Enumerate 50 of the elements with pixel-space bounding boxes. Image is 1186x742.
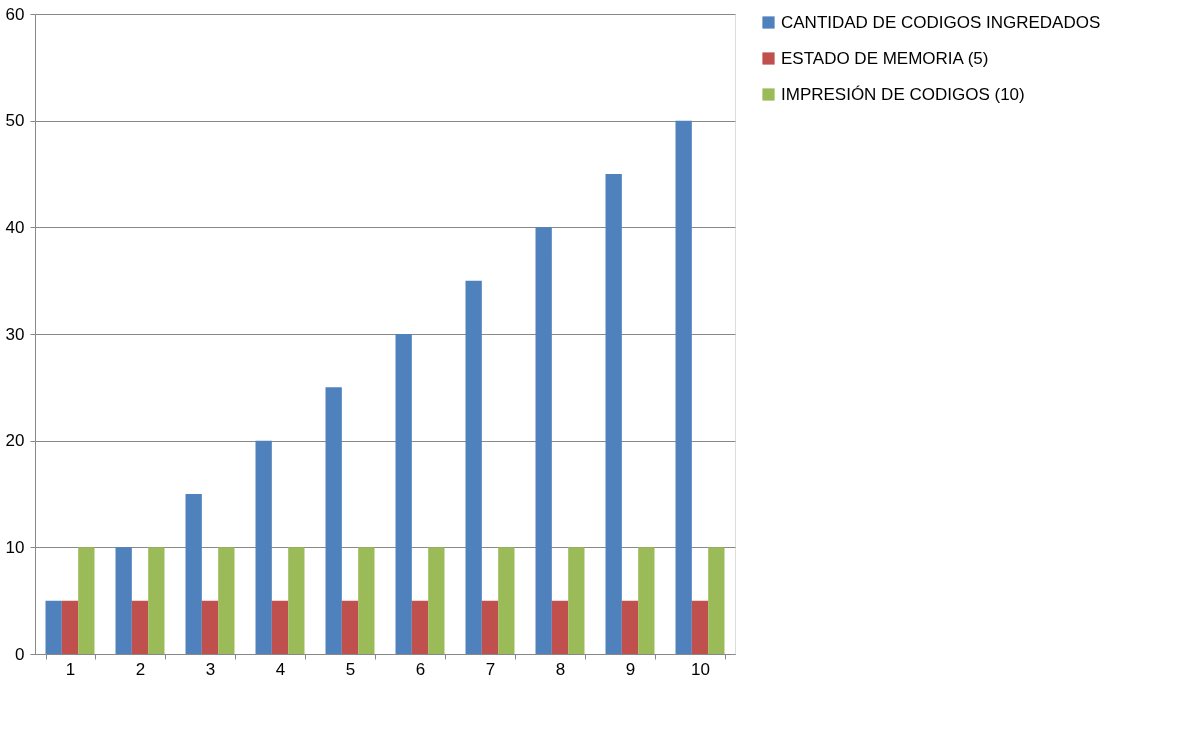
bar [185,494,202,654]
bar [535,227,552,654]
bar [271,600,289,654]
bar [551,600,569,654]
bar [358,547,375,654]
bar [428,547,445,654]
y-tick-label: 20 [5,431,25,451]
bar [395,334,412,654]
bar [481,600,499,654]
x-tick-label: 8 [555,659,566,679]
bar [255,440,272,654]
x-tick-label: 1 [65,659,76,679]
bar [218,547,235,654]
bar [638,547,655,654]
x-tick-label: 7 [485,659,496,679]
bar [288,547,305,654]
bar [325,387,342,654]
bar [605,174,622,654]
bar [568,547,585,654]
bar [78,547,95,654]
legend-label: CANTIDAD DE CODIGOS INGREDADOS [781,12,1101,32]
bar [621,600,639,654]
bar [675,120,692,654]
y-tick-label: 40 [5,217,25,237]
bar [115,547,132,654]
bar [708,547,725,654]
x-tick-label: 5 [345,659,356,679]
bar [61,600,79,654]
bar [465,280,482,654]
y-tick-label: 0 [15,644,25,664]
bar [131,600,149,654]
y-tick-label: 30 [5,324,25,344]
x-tick-label: 9 [625,659,636,679]
bar [498,547,515,654]
x-tick-label: 4 [275,659,286,679]
legend-label: ESTADO DE MEMORIA (5) [781,48,989,68]
legend-label: IMPRESIÓN DE CODIGOS (10) [781,84,1025,104]
bar [411,600,429,654]
bar [691,600,709,654]
y-tick-label: 60 [5,4,25,24]
bar [201,600,219,654]
y-tick-label: 10 [5,537,25,557]
bar [341,600,359,654]
bar [45,600,62,654]
y-tick-label: 50 [5,111,25,131]
x-tick-label: 6 [415,659,426,679]
x-tick-label: 2 [135,659,146,679]
bar [148,547,165,654]
x-tick-label: 3 [205,659,216,679]
x-tick-label: 10 [691,659,710,679]
